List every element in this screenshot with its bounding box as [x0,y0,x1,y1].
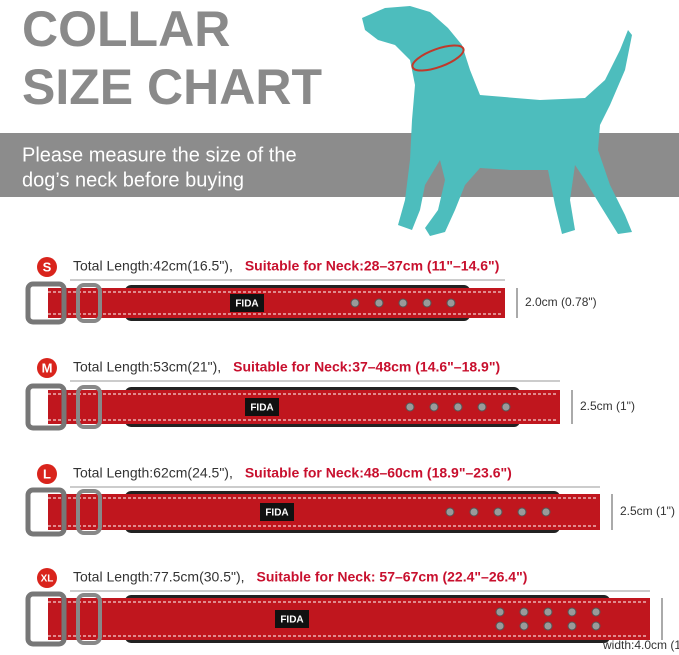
rivet [543,607,553,617]
rivet [495,621,505,631]
rivet [543,621,553,631]
keeper [76,385,102,429]
rivet [405,402,415,412]
size-badge-letter: L [43,466,51,481]
rivet [429,402,439,412]
instruction: Please measure the size of the [22,144,297,166]
neck-size: Suitable for Neck:28–37cm (11"–14.6") [245,258,500,274]
buckle [25,281,67,325]
brand: FIDA [265,508,288,519]
size-badge [37,358,57,378]
size-badge [37,568,57,588]
strap [48,288,505,318]
rivet [567,607,577,617]
strap [48,494,600,530]
rivet [591,607,601,617]
title: COLLAR [22,1,230,57]
dog-silhouette [362,6,632,236]
keeper [76,489,102,535]
rivet [477,402,487,412]
brand: FIDA [235,299,258,310]
rivet [445,507,455,517]
buckle [25,487,67,537]
rivet [591,621,601,631]
size-badge-letter: XL [41,574,54,585]
buckle [25,383,67,431]
rivet [422,298,432,308]
brand: FIDA [250,403,273,414]
width-label: 2.0cm (0.78") [525,295,597,309]
brand-tag [230,294,264,312]
keeper [76,593,102,645]
total-length: Total Length:62cm(24.5"), [73,465,233,481]
rivet [453,402,463,412]
instruction: dog’s neck before buying [22,169,244,191]
total-length: Total Length:53cm(21"), [73,359,221,375]
size-badge [37,257,57,277]
strap [48,598,650,640]
title: SIZE CHART [22,59,322,115]
total-length: Total Length:77.5cm(30.5"), [73,569,245,585]
size-badge-letter: S [43,259,52,274]
rivet [469,507,479,517]
size-badge-letter: M [42,360,53,375]
rivet [398,298,408,308]
rivet [501,402,511,412]
brand-tag [245,398,279,416]
rivet [517,507,527,517]
width-label: width:4.0cm (1.5") [602,638,679,652]
neck-size: Suitable for Neck: 57–67cm (22.4"–26.4") [257,569,528,585]
brand: FIDA [280,615,303,626]
size-badge [37,464,57,484]
strap [48,390,560,424]
brand-tag [260,503,294,521]
rivet [519,621,529,631]
rivet [519,607,529,617]
neck-size: Suitable for Neck:48–60cm (18.9"–23.6") [245,465,512,481]
rivet [541,507,551,517]
neck-collar [411,44,465,72]
neck-size: Suitable for Neck:37–48cm (14.6"–18.9") [233,359,500,375]
rivet [495,607,505,617]
buckle [25,591,67,647]
rivet [567,621,577,631]
rivet [493,507,503,517]
brand-tag [275,610,309,628]
rivet [374,298,384,308]
rivet [350,298,360,308]
width-label: 2.5cm (1") [580,399,635,413]
total-length: Total Length:42cm(16.5"), [73,258,233,274]
keeper [76,283,102,323]
rivet [446,298,456,308]
width-label: 2.5cm (1") [620,504,675,518]
